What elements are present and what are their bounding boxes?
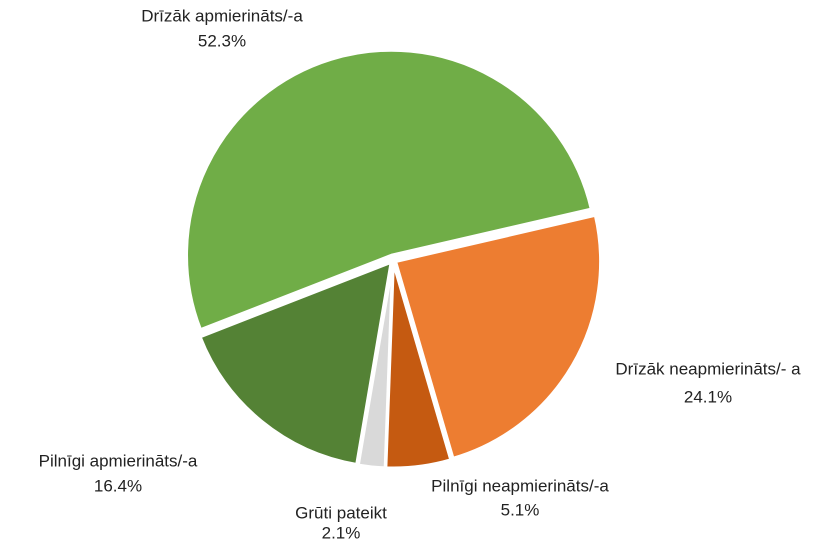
slice-label: Pilnīgi apmierināts/-a: [39, 451, 198, 470]
slice-label: Pilnīgi neapmierināts/-a: [431, 476, 609, 495]
slice-value-label: 24.1%: [684, 387, 732, 406]
slice-value-label: 5.1%: [501, 500, 540, 519]
pie-slice: [198, 259, 394, 467]
pie-slice: [356, 262, 395, 470]
pie-slice: [393, 213, 603, 461]
slice-label: Grūti pateikt: [295, 503, 387, 522]
slice-value-label: 2.1%: [322, 523, 361, 542]
slice-label: Drīzāk apmierināts/-a: [141, 6, 303, 25]
slice-value-label: 16.4%: [94, 476, 142, 495]
pie-slice: [185, 48, 594, 332]
slice-label: Drīzāk neapmierināts/- a: [615, 359, 801, 378]
slice-value-label: 52.3%: [198, 31, 246, 50]
